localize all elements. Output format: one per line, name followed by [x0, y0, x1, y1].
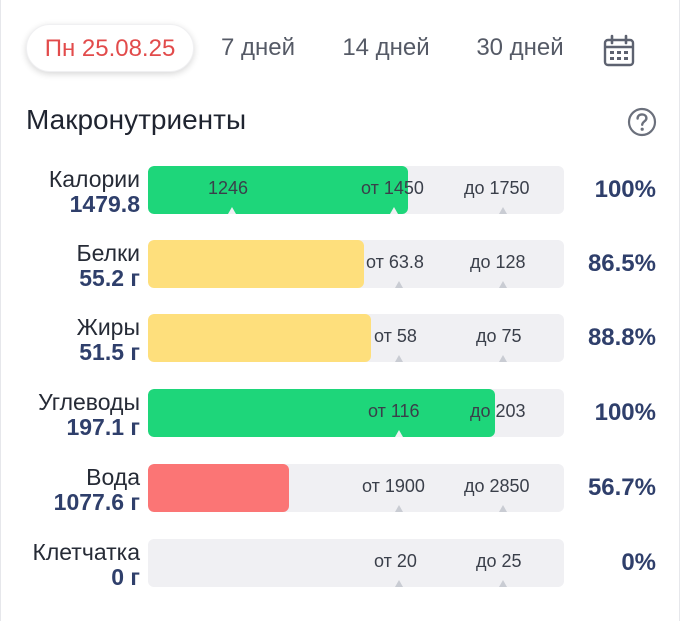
nutrient-value: 1479.8	[69, 191, 140, 217]
tab-14-days[interactable]: 14 дней	[342, 34, 430, 61]
range-to-label: до 1750	[464, 178, 530, 198]
tab-30-days[interactable]: 30 дней	[476, 34, 564, 61]
question-circle-icon[interactable]	[626, 106, 658, 138]
range-to-label: до 128	[470, 252, 526, 272]
range-to-label: до 203	[470, 401, 526, 421]
range-to-label: до 2850	[464, 476, 530, 496]
tick-marker	[390, 207, 398, 214]
progress-fill	[148, 166, 408, 214]
calendar-icon[interactable]	[602, 34, 636, 68]
tick-marker	[499, 505, 507, 512]
nutrient-row-protein: Белки 55.2 г от 63.8 до 128 86.5%	[0, 240, 680, 296]
range-from-label: от 58	[374, 326, 417, 346]
progress-fill	[148, 240, 365, 288]
range-from-label: от 1450	[361, 178, 424, 198]
range-to-label: до 75	[476, 326, 522, 346]
nutrient-value: 0 г	[111, 564, 140, 590]
nutrient-row-carbs: Углеводы 197.1 г от 116 до 203 100%	[0, 389, 680, 445]
tab-day[interactable]: Пн 25.08.25	[26, 24, 194, 72]
section-title: Макронутриенты	[26, 104, 247, 135]
nutrient-label: Вода	[86, 464, 140, 490]
tick-marker	[395, 281, 403, 288]
range-from-label: от 63.8	[366, 252, 424, 272]
progress-track: от 58 до 75	[148, 314, 564, 362]
nutrient-value: 1077.6 г	[53, 489, 140, 515]
tick-marker	[499, 580, 507, 587]
progress-track: от 1900 до 2850	[148, 464, 564, 512]
current-mark-label: 1246	[208, 178, 249, 198]
percent-label: 100%	[594, 399, 656, 426]
range-to-label: до 25	[476, 551, 522, 571]
nutrient-value: 51.5 г	[79, 339, 140, 365]
progress-fill	[148, 389, 496, 437]
tick-marker	[499, 430, 507, 437]
percent-label: 88.8%	[587, 324, 656, 351]
percent-label: 56.7%	[587, 474, 656, 501]
nutrient-value: 55.2 г	[79, 265, 140, 291]
tab-7-days[interactable]: 7 дней	[220, 34, 296, 61]
tick-marker	[228, 207, 236, 214]
period-tabs: Пн 25.08.25 7 дней 14 дней 30 дней	[0, 24, 680, 76]
progress-track: 1246 от 1450 до 1750	[148, 166, 564, 214]
nutrient-row-fiber: Клетчатка 0 г от 20 до 25 0%	[0, 539, 680, 595]
tick-marker	[499, 281, 507, 288]
percent-label: 100%	[594, 176, 656, 203]
nutrient-value: 197.1 г	[66, 414, 140, 440]
nutrient-row-water: Вода 1077.6 г от 1900 до 2850 56.7%	[0, 464, 680, 520]
nutrient-label: Углеводы	[38, 389, 140, 415]
percent-label: 0%	[621, 549, 656, 576]
range-from-label: от 116	[368, 401, 420, 421]
range-from-label: от 20	[374, 551, 417, 571]
nutrient-label: Жиры	[76, 314, 140, 340]
progress-track: от 63.8 до 128	[148, 240, 564, 288]
tick-marker	[395, 505, 403, 512]
tick-marker	[499, 207, 507, 214]
tick-marker	[499, 355, 507, 362]
progress-track: от 20 до 25	[148, 539, 564, 587]
progress-fill	[148, 464, 290, 512]
nutrient-label: Калории	[48, 166, 140, 192]
progress-track: от 116 до 203	[148, 389, 564, 437]
percent-label: 86.5%	[587, 250, 656, 277]
nutrient-row-fat: Жиры 51.5 г от 58 до 75 88.8%	[0, 314, 680, 370]
tick-marker	[395, 430, 403, 437]
tick-marker	[395, 580, 403, 587]
tick-marker	[395, 355, 403, 362]
nutrient-label: Клетчатка	[32, 539, 140, 565]
nutrient-row-calories: Калории 1479.8 1246 от 1450 до 1750 100%	[0, 166, 680, 222]
range-from-label: от 1900	[362, 476, 425, 496]
nutrient-label: Белки	[76, 240, 140, 266]
progress-fill	[148, 314, 371, 362]
